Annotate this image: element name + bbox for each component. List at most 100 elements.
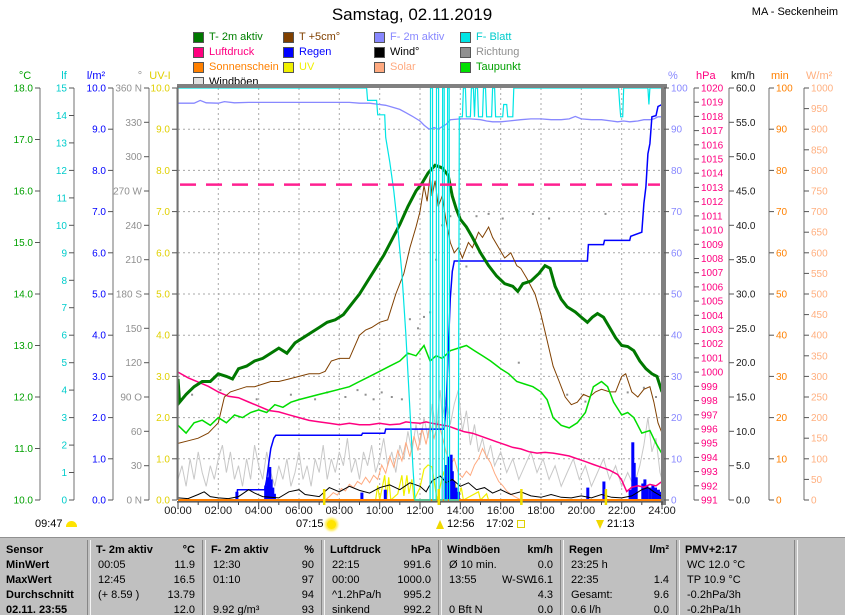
svg-text:300: 300	[125, 152, 142, 163]
svg-text:1002: 1002	[701, 339, 724, 350]
legend-item-regen[interactable]: Regen	[283, 46, 331, 58]
table-cell-time: Gesamt:	[571, 589, 613, 601]
svg-text:45.0: 45.0	[736, 187, 756, 198]
legend-item-uv[interactable]: UV	[283, 61, 314, 73]
series-wind	[177, 475, 663, 500]
legend-item-f-2m-aktiv[interactable]: F- 2m aktiv	[374, 31, 444, 43]
table-row-label: MinWert	[6, 559, 50, 571]
svg-text:10.0: 10.0	[151, 84, 171, 95]
svg-text:10: 10	[671, 454, 683, 465]
table-cell-time: ^1.2hPa/h	[332, 589, 382, 601]
svg-text:5.0: 5.0	[736, 461, 750, 472]
table-cell-time: 13:55	[449, 574, 477, 586]
svg-text:40: 40	[671, 331, 683, 342]
svg-text:1017: 1017	[701, 126, 724, 137]
svg-text:15.0: 15.0	[736, 393, 756, 404]
legend-swatch	[193, 31, 204, 43]
table-cell-time: sinkend	[332, 604, 370, 615]
svg-text:8: 8	[61, 276, 67, 287]
svg-text:min: min	[771, 70, 789, 82]
svg-text:995: 995	[701, 439, 718, 450]
table-column-separator	[676, 540, 680, 615]
svg-text:6.0: 6.0	[92, 248, 106, 259]
time-marker-label: 09:47	[35, 518, 63, 530]
table-row-label: MaxWert	[6, 574, 52, 586]
plot-frame	[177, 84, 667, 505]
svg-text:9.0: 9.0	[92, 125, 106, 136]
svg-text:0.0: 0.0	[92, 496, 106, 507]
sun-icon	[326, 519, 336, 529]
svg-text:1001: 1001	[701, 353, 724, 364]
svg-text:950: 950	[811, 104, 828, 115]
legend-label: Windböen	[209, 75, 259, 88]
table-cell-time: 12:30	[213, 559, 241, 571]
svg-text:9: 9	[61, 248, 67, 259]
svg-text:9.0: 9.0	[156, 125, 170, 136]
svg-text:6.0: 6.0	[156, 248, 170, 259]
series-luftdruck	[177, 371, 663, 493]
station-label: MA - Seckenheim	[751, 6, 838, 18]
svg-text:l/m²: l/m²	[87, 70, 106, 82]
svg-text:8.0: 8.0	[92, 166, 106, 177]
svg-text:991: 991	[701, 496, 718, 507]
legend-label: Solar	[390, 60, 416, 73]
legend-swatch	[374, 61, 385, 73]
svg-text:350: 350	[811, 351, 828, 362]
legend-item-taupunkt[interactable]: Taupunkt	[460, 61, 521, 73]
x-tick-label: 06:00	[285, 505, 313, 517]
table-cell-value: 12.0	[173, 604, 195, 615]
svg-text:450: 450	[811, 310, 828, 321]
legend-item-f-blatt[interactable]: F- Blatt	[460, 31, 511, 43]
svg-text:330: 330	[125, 118, 142, 129]
table-header-5: Regen	[569, 544, 603, 556]
legend-item-wind-[interactable]: Wind°	[374, 46, 419, 58]
x-tick-label: 02:00	[205, 505, 233, 517]
table-cell-time: 00:00	[332, 574, 360, 586]
legend-item-t-2m-aktiv[interactable]: T- 2m aktiv	[193, 31, 263, 43]
x-tick-label: 04:00	[245, 505, 273, 517]
svg-text:992: 992	[701, 481, 718, 492]
legend-item-sonnenschein[interactable]: Sonnenschein	[193, 61, 279, 73]
table-cell-value: 9.6	[653, 589, 669, 601]
legend-item-luftdruck[interactable]: Luftdruck	[193, 46, 254, 58]
time-marker-21-13: 21:13	[596, 518, 635, 530]
legend-swatch	[283, 61, 294, 73]
svg-text:50.0: 50.0	[736, 152, 756, 163]
svg-text:800: 800	[811, 166, 828, 177]
svg-text:1: 1	[61, 468, 67, 479]
svg-text:100: 100	[811, 454, 828, 465]
legend-swatch	[283, 31, 294, 43]
table-cell-time: 0.6 l/h	[571, 604, 601, 615]
svg-text:5.0: 5.0	[156, 290, 170, 301]
svg-text:50: 50	[811, 475, 823, 486]
svg-text:900: 900	[811, 125, 828, 136]
page-title: Samstag, 02.11.2019	[331, 5, 493, 24]
svg-text:0.0: 0.0	[156, 496, 170, 507]
series-regen-summe	[178, 103, 663, 501]
legend-item-solar[interactable]: Solar	[374, 61, 416, 73]
svg-text:60: 60	[671, 248, 683, 259]
svg-text:360 N: 360 N	[115, 84, 142, 95]
svg-text:13: 13	[56, 138, 68, 149]
table-cell-value: 992.2	[403, 604, 431, 615]
svg-text:1006: 1006	[701, 282, 724, 293]
axis-kmh: km/h 60.0 55.0 50.0 45.0 40.0 35.0 30.0 25.0 20.0…	[728, 70, 756, 507]
svg-text:90: 90	[776, 125, 788, 136]
svg-text:W/m²: W/m²	[806, 70, 833, 82]
svg-text:80: 80	[671, 166, 683, 177]
svg-text:35.0: 35.0	[736, 255, 756, 266]
table-cell-value: 0.0	[537, 604, 553, 615]
x-tick-label: 12:00	[406, 505, 434, 517]
table-cell-value: 0.0	[653, 604, 669, 615]
axis-rain: l/m² 10.0 9.0 8.0 7.0 6.0 5.0 4.0 3.0 2.0 1.0 0.0	[87, 70, 114, 507]
svg-text:1010: 1010	[701, 226, 724, 237]
svg-text:1018: 1018	[701, 112, 724, 123]
legend-item-t-5cm-[interactable]: T +5cm°	[283, 31, 340, 43]
legend-item-richtung[interactable]: Richtung	[460, 46, 519, 58]
table-cell-time: TP 10.9 °C	[687, 574, 741, 586]
svg-text:0: 0	[671, 496, 677, 507]
weather-chart: 00:00 02:00 04:00 06:00 08:00 10:00 12:00 14:00…	[14, 70, 834, 517]
svg-text:40: 40	[776, 331, 788, 342]
table-column-separator	[87, 540, 91, 615]
